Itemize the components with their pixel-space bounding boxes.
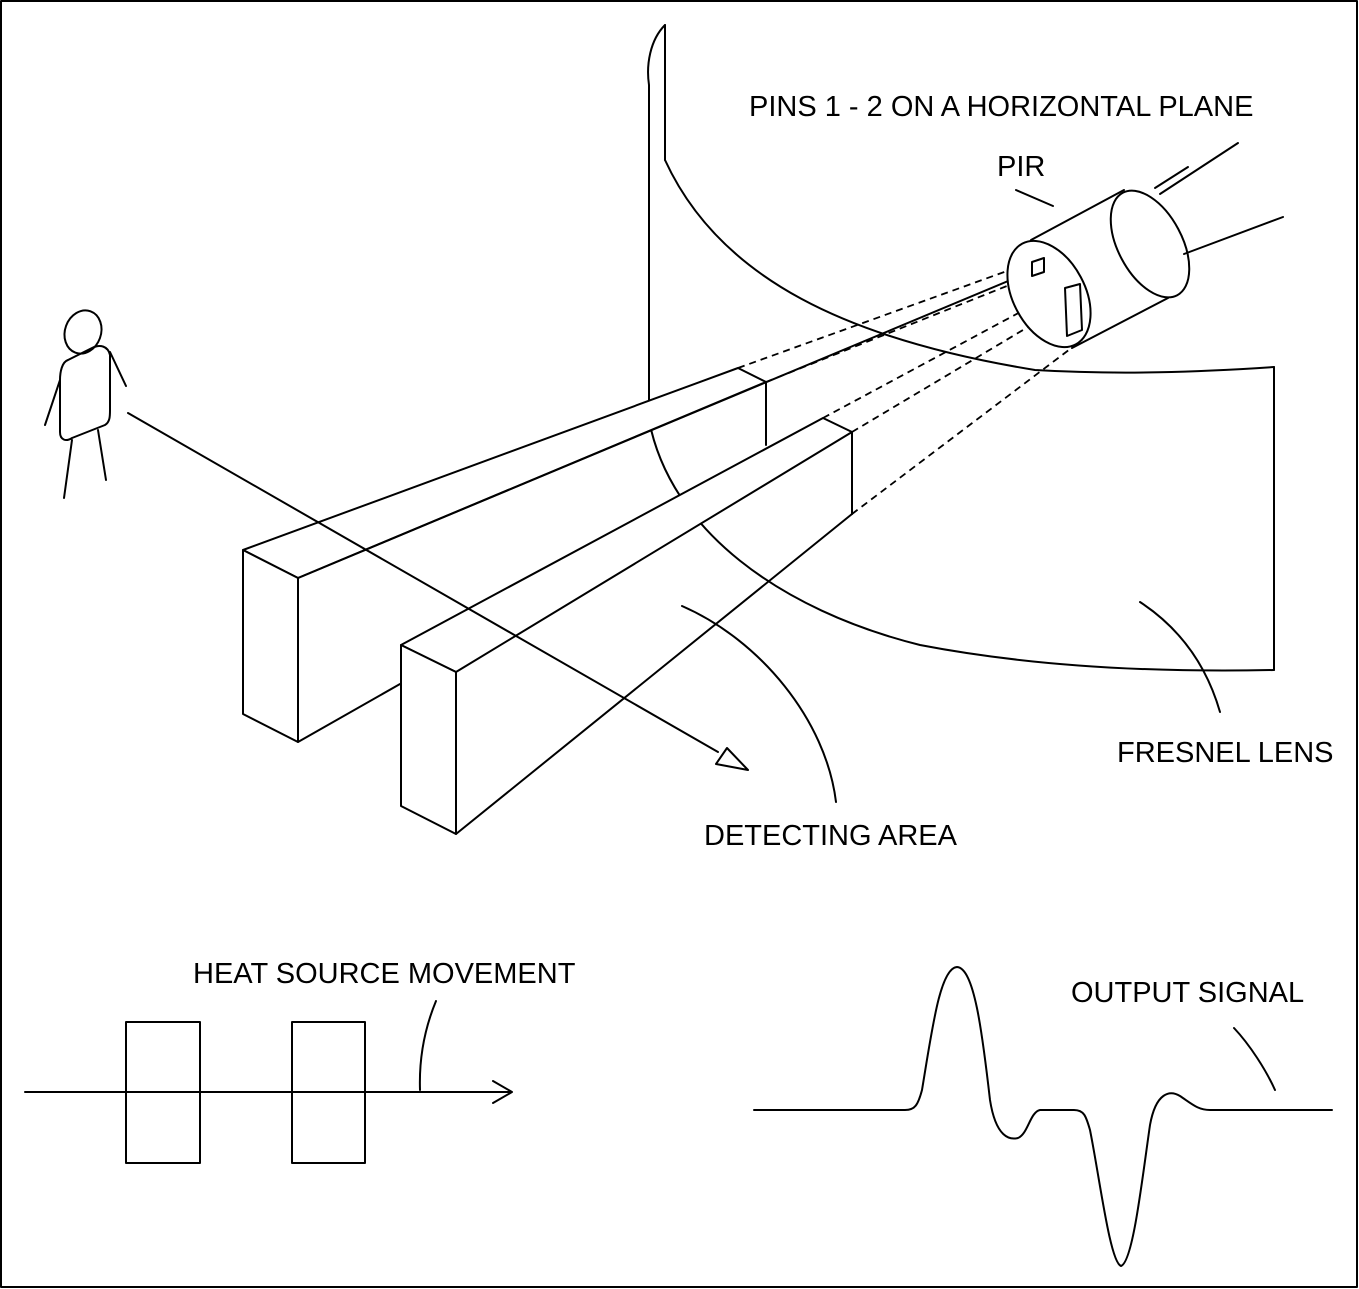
movement-path-arrow	[127, 412, 749, 771]
label-pins-plane: PINS 1 - 2 ON A HORIZONTAL PLANE	[749, 91, 1253, 123]
label-output-signal: OUTPUT SIGNAL	[1071, 977, 1304, 1009]
output-signal-waveform	[753, 966, 1333, 1267]
heat-source-movement-diagram	[24, 1000, 513, 1164]
detecting-area-leader	[681, 605, 837, 803]
label-fresnel-lens: FRESNEL LENS	[1117, 737, 1334, 769]
fresnel-lens	[647, 24, 1275, 713]
person-figure	[44, 309, 127, 499]
detecting-zone-1	[242, 367, 767, 743]
pir-sensor	[1006, 142, 1284, 349]
label-pir: PIR	[997, 151, 1045, 183]
label-detecting-area: DETECTING AREA	[704, 820, 958, 852]
beam-extensions	[297, 265, 1045, 579]
label-heat-source-movement: HEAT SOURCE MOVEMENT	[193, 958, 576, 990]
